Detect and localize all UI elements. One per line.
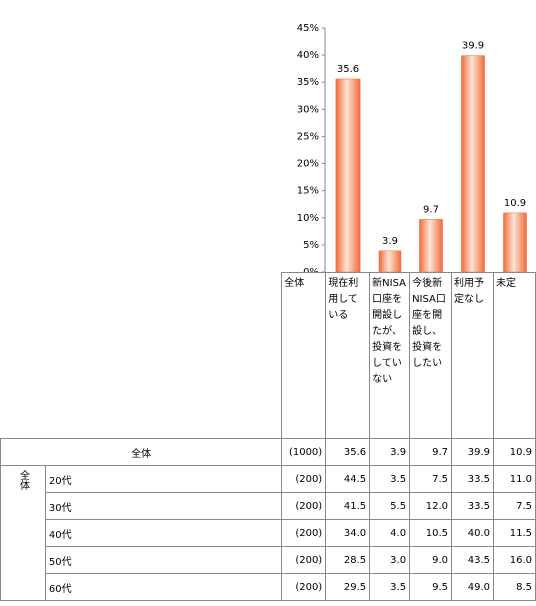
header-row: 全体 現在利用している 新NISA口座を開設したが、投資をしていない 今後新NISA口… [0,272,536,439]
cell: 9.7 [409,438,453,466]
y-tick-label: 25% [297,131,319,142]
sample-size: (1000) [281,438,327,466]
cell: 10.9 [492,438,536,466]
sample-size: (200) [281,573,327,601]
bar [419,219,443,272]
y-tick-label: 30% [297,104,319,115]
bar [503,212,527,272]
y-tick-label: 10% [297,213,319,224]
y-tick-label: 0% [303,267,319,272]
cell: 28.5 [325,546,371,574]
cell: 5.5 [369,492,411,520]
row-label: 20代 [44,465,283,493]
cell: 7.5 [409,465,453,493]
sample-size: (200) [281,465,327,493]
row-label: 30代 [44,492,283,520]
cell: 4.0 [369,519,411,547]
cell: 33.5 [451,465,494,493]
cell: 49.0 [451,573,494,601]
value-label: 35.6 [337,64,359,75]
sample-size: (200) [281,492,327,520]
column-header: 利用予定なし [451,272,494,439]
blank-cell [0,272,282,439]
column-header: 今後新NISA口座を開設し、投資をしたい [409,272,453,439]
data-row: 全体 20代 (200) 44.5 3.5 7.5 33.5 11.0 [0,465,536,601]
sample-size: (200) [281,546,327,574]
cell: 3.9 [369,438,411,466]
data-row: 40代 (200) 34.0 4.0 10.5 40.0 11.5 [1,519,536,547]
y-tick-label: 5% [303,240,319,251]
row-label: 60代 [44,573,283,601]
y-tick-label: 45% [297,23,319,34]
sample-size: (200) [281,519,327,547]
cell: 10.5 [409,519,453,547]
group-label-text: 全体 [17,470,29,490]
column-header: 現在利用している [325,272,371,439]
cell: 35.6 [325,438,371,466]
bar [461,55,485,272]
cell: 33.5 [451,492,494,520]
cell: 44.5 [325,465,371,493]
cell: 11.0 [492,465,536,493]
cell: 34.0 [325,519,371,547]
cell: 3.5 [369,465,411,493]
y-tick-label: 40% [297,50,319,61]
cell: 3.5 [369,573,411,601]
row-label: 全体 [0,438,283,466]
data-row: 60代 (200) 29.5 3.5 9.5 49.0 8.5 [1,573,536,601]
row-label: 50代 [44,546,283,574]
y-tick-label: 35% [297,77,319,88]
y-tick-label: 20% [297,159,319,170]
cell: 8.5 [492,573,536,601]
data-row: 50代 (200) 28.5 3.0 9.0 43.5 16.0 [1,546,536,574]
column-header: 未定 [492,272,536,439]
cell: 16.0 [492,546,536,574]
value-label: 10.9 [504,198,526,209]
data-row: 30代 (200) 41.5 5.5 12.0 33.5 7.5 [1,492,536,520]
cell: 9.5 [409,573,453,601]
total-row: 全体 (1000) 35.6 3.9 9.7 39.9 10.9 [0,438,536,466]
cell: 9.0 [409,546,453,574]
group-label: 全体 [0,465,46,601]
column-header: 全体 [281,272,327,439]
bar [335,78,361,272]
row-label: 40代 [44,519,283,547]
data-table: 全体 現在利用している 新NISA口座を開設したが、投資をしていない 今後新NISA口… [0,272,536,601]
cell: 41.5 [325,492,371,520]
value-label: 9.7 [423,204,439,215]
cell: 40.0 [451,519,494,547]
cell: 7.5 [492,492,536,520]
bar [378,250,402,272]
chart: 0% 5% 10% 15% 20% 25% 30% 35% 40% 45% 35.6 3.9 9.7 39… [297,23,527,272]
cell: 11.5 [492,519,536,547]
y-tick-label: 15% [297,186,319,197]
cell: 12.0 [409,492,453,520]
column-header: 新NISA口座を開設したが、投資をしていない [369,272,411,439]
cell: 3.0 [369,546,411,574]
value-label: 39.9 [462,41,484,52]
cell: 29.5 [325,573,371,601]
value-label: 3.9 [382,236,398,247]
cell: 39.9 [451,438,494,466]
cell: 43.5 [451,546,494,574]
